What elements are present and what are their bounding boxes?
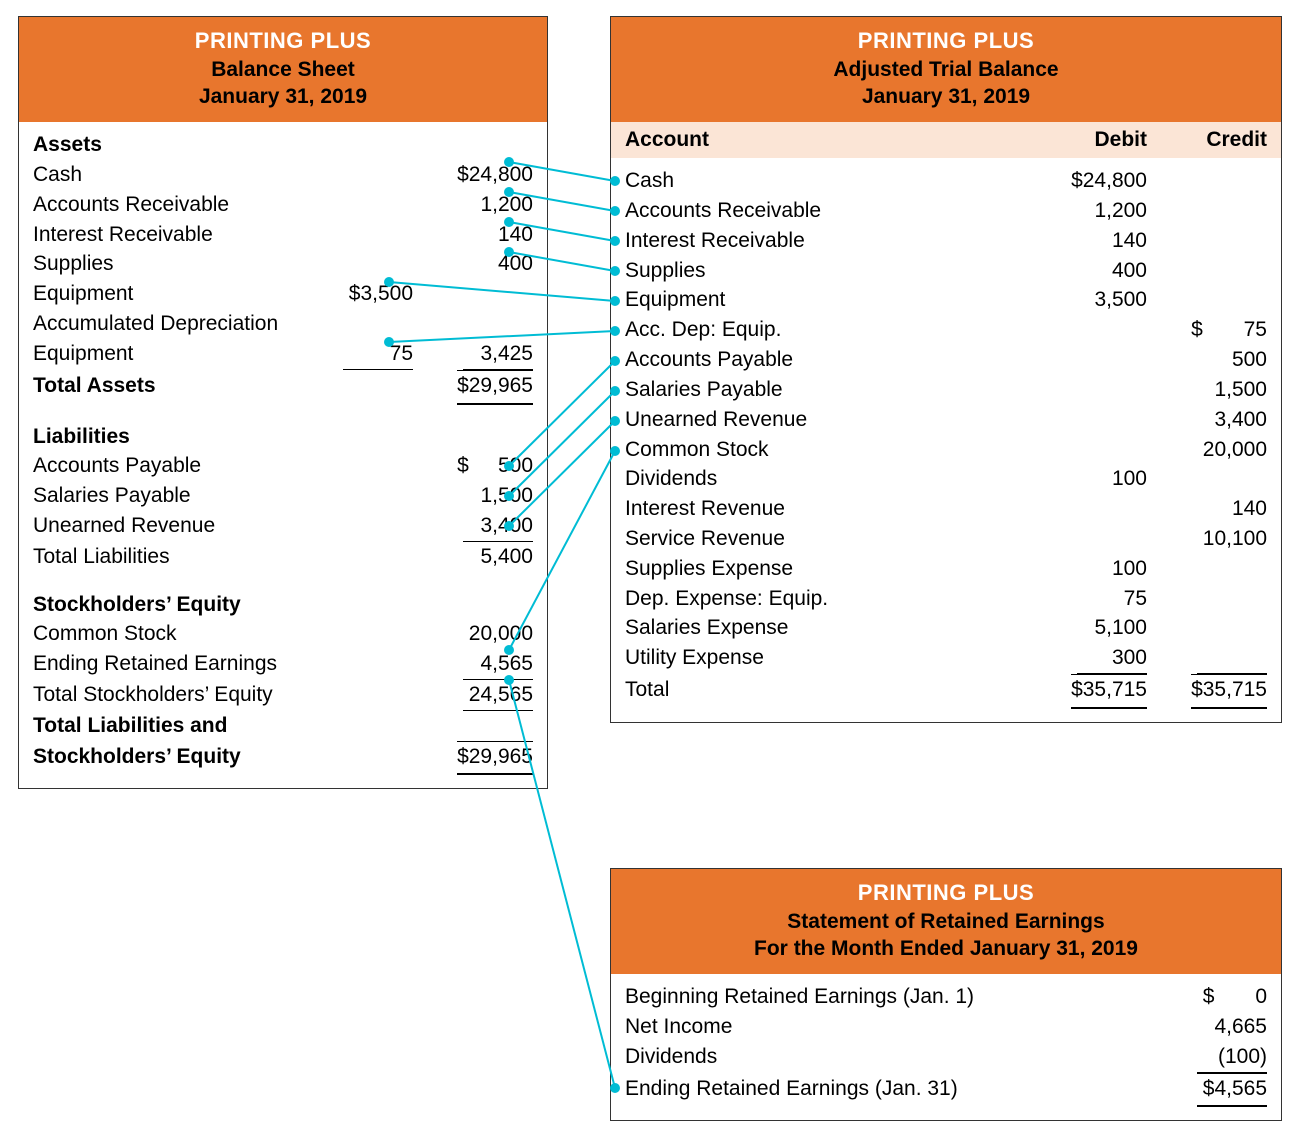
tb-intrec-row: Interest Receivable140	[625, 226, 1267, 256]
re-end-row: Ending Retained Earnings (Jan. 31)$4,565	[625, 1073, 1267, 1107]
tb-depexp-row: Dep. Expense: Equip.75	[625, 584, 1267, 614]
re-title: Statement of Retained Earnings	[619, 908, 1273, 935]
tb-supplies-row: Supplies400	[625, 256, 1267, 286]
re-company: PRINTING PLUS	[619, 879, 1273, 908]
bs-salpay-row: Salaries Payable 1,500	[33, 481, 533, 511]
bs-accdep-equip-row: Equipment 75 3,425	[33, 339, 533, 370]
bs-ar-row: Accounts Receivable 1,200	[33, 190, 533, 220]
tb-title: Adjusted Trial Balance	[619, 56, 1273, 83]
tb-accdep-row: Acc. Dep: Equip.$ 75	[625, 315, 1267, 345]
re-date: For the Month Ended January 31, 2019	[619, 935, 1273, 962]
re-div-row: Dividends(100)	[625, 1042, 1267, 1073]
bs-cash-row: Cash $24,800	[33, 160, 533, 190]
tb-svcrev-row: Service Revenue10,100	[625, 524, 1267, 554]
bs-intrec-row: Interest Receivable 140	[33, 220, 533, 250]
assets-header: Assets	[33, 130, 533, 160]
bs-total-assets-row: Total Assets $29,965	[33, 370, 533, 404]
tb-utilexp-row: Utility Expense300	[625, 643, 1267, 674]
liabilities-header: Liabilities	[33, 422, 533, 452]
trial-balance-body: Cash$24,800 Accounts Receivable1,200 Int…	[611, 158, 1281, 722]
re-begin-row: Beginning Retained Earnings (Jan. 1)$ 0	[625, 982, 1267, 1012]
equity-header: Stockholders’ Equity	[33, 590, 533, 620]
balance-sheet-panel: PRINTING PLUS Balance Sheet January 31, …	[18, 16, 548, 789]
tb-salpay-row: Salaries Payable1,500	[625, 375, 1267, 405]
tb-total-row: Total$35,715$35,715	[625, 674, 1267, 708]
bs-ap-row: Accounts Payable $ 500	[33, 451, 533, 481]
tb-cash-row: Cash$24,800	[625, 166, 1267, 196]
bs-supplies-row: Supplies 400	[33, 249, 533, 279]
tb-salexp-row: Salaries Expense5,100	[625, 613, 1267, 643]
bs-accdep-label-row: Accumulated Depreciation	[33, 309, 533, 339]
tb-ap-row: Accounts Payable500	[625, 345, 1267, 375]
bs-date: January 31, 2019	[27, 83, 539, 110]
balance-sheet-body: Assets Cash $24,800 Accounts Receivable …	[19, 122, 547, 788]
bs-company: PRINTING PLUS	[27, 27, 539, 56]
retained-earnings-panel: PRINTING PLUS Statement of Retained Earn…	[610, 868, 1282, 1121]
re-body: Beginning Retained Earnings (Jan. 1)$ 0 …	[611, 974, 1281, 1120]
tb-date: January 31, 2019	[619, 83, 1273, 110]
bs-total-eq-row: Total Stockholders’ Equity 24,565	[33, 680, 533, 711]
tb-common-row: Common Stock20,000	[625, 435, 1267, 465]
bs-total-le-row1: Total Liabilities and	[33, 711, 533, 741]
bs-re-row: Ending Retained Earnings 4,565	[33, 649, 533, 680]
bs-total-liab-row: Total Liabilities 5,400	[33, 542, 533, 572]
tb-intrev-row: Interest Revenue140	[625, 494, 1267, 524]
bs-equip-row: Equipment $3,500	[33, 279, 533, 309]
tb-supexp-row: Supplies Expense100	[625, 554, 1267, 584]
bs-common-row: Common Stock 20,000	[33, 619, 533, 649]
tb-div-row: Dividends100	[625, 464, 1267, 494]
tb-ar-row: Accounts Receivable1,200	[625, 196, 1267, 226]
tb-company: PRINTING PLUS	[619, 27, 1273, 56]
re-ni-row: Net Income4,665	[625, 1012, 1267, 1042]
tb-unearned-row: Unearned Revenue3,400	[625, 405, 1267, 435]
trial-balance-panel: PRINTING PLUS Adjusted Trial Balance Jan…	[610, 16, 1282, 723]
balance-sheet-header: PRINTING PLUS Balance Sheet January 31, …	[19, 17, 547, 122]
bs-total-le-row2: Stockholders’ Equity $29,965	[33, 741, 533, 775]
trial-balance-header: PRINTING PLUS Adjusted Trial Balance Jan…	[611, 17, 1281, 122]
bs-title: Balance Sheet	[27, 56, 539, 83]
bs-unearned-row: Unearned Revenue 3,400	[33, 511, 533, 542]
tb-equip-row: Equipment3,500	[625, 285, 1267, 315]
tb-column-headers: Account Debit Credit	[611, 122, 1281, 158]
re-header: PRINTING PLUS Statement of Retained Earn…	[611, 869, 1281, 974]
